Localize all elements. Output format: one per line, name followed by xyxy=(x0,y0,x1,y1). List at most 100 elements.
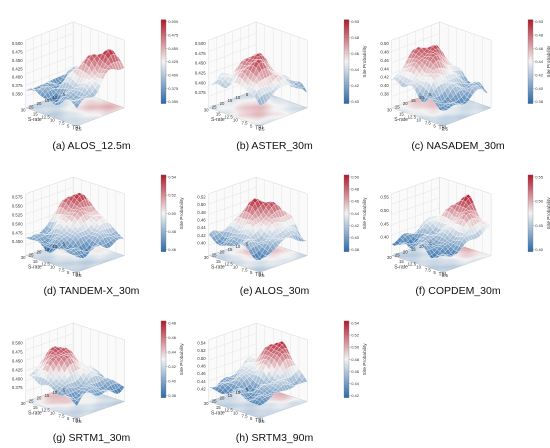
floor-cell-c xyxy=(411,107,417,110)
floor-cell-b xyxy=(274,108,281,111)
floor-cell-e xyxy=(293,255,300,258)
floor-cell-g xyxy=(100,403,106,406)
floor-cell-g xyxy=(79,414,85,417)
floor-cell-e xyxy=(271,255,278,258)
floor-cell-f xyxy=(447,258,453,261)
floor-cell-d xyxy=(113,254,119,257)
floor-cell-c xyxy=(437,118,443,121)
floor-cell-d xyxy=(110,251,116,254)
floor-cell-g xyxy=(45,407,52,409)
y-tick-label-d: 5 xyxy=(67,270,70,275)
floor-cell-f xyxy=(428,261,434,263)
y-tick-label-a: 10 xyxy=(50,117,55,122)
floor-cell-f xyxy=(458,256,464,259)
floor-cell-c xyxy=(416,107,423,110)
colorbar-tick-label-d: 0.54 xyxy=(168,174,177,179)
floor-cell-g xyxy=(44,394,50,397)
floor-cell-c xyxy=(440,119,446,122)
floor-cell-d xyxy=(108,258,114,261)
floor-cell-a xyxy=(54,116,60,119)
floor-cell-a xyxy=(78,109,84,112)
floor-cell-e xyxy=(227,250,233,252)
floor-cell-f xyxy=(450,264,457,267)
floor-cell-b xyxy=(239,113,246,116)
x-tick-label-a: 25 xyxy=(29,104,34,109)
floor-cell-g xyxy=(55,397,61,400)
floor-cell-d xyxy=(105,259,112,262)
floor-cell-a xyxy=(80,106,87,109)
floor-cell-c xyxy=(443,122,449,125)
floor-cell-f xyxy=(437,267,443,270)
floor-cell-c xyxy=(468,104,475,107)
floor-cell-b xyxy=(279,98,285,101)
y-tick-label-c: 2.5 xyxy=(442,126,449,131)
floor-cell-b xyxy=(219,104,225,107)
floor-cell-b xyxy=(247,112,254,115)
floor-cell-a xyxy=(102,110,109,113)
floor-cell-c xyxy=(416,103,422,106)
floor-cell-c xyxy=(447,108,453,111)
x-tick-label-d: 30 xyxy=(21,255,26,260)
floor-cell-c xyxy=(480,108,486,111)
floor-cell-a xyxy=(116,105,122,108)
x-tick-label-a: 30 xyxy=(21,107,26,112)
x-tick-label-f: 10 xyxy=(419,244,424,249)
floor-cell-b xyxy=(241,102,247,105)
floor-cell-g xyxy=(92,408,98,410)
floor-cell-g xyxy=(42,404,48,407)
x-axis-label-a: S-rate xyxy=(28,117,42,123)
floor-cell-d xyxy=(44,255,51,258)
floor-cell-d xyxy=(52,252,59,255)
floor-cell-a xyxy=(42,108,48,111)
floor-cell-d xyxy=(36,252,42,255)
floor-cell-e xyxy=(247,258,253,261)
floor-cell-b xyxy=(236,112,243,115)
floor-cell-g xyxy=(31,400,37,403)
floor-cell-b xyxy=(274,106,280,109)
floor-cell-f xyxy=(439,264,446,267)
floor-cell-f xyxy=(457,252,464,255)
floor-cell-e xyxy=(264,267,271,270)
floor-cell-c xyxy=(405,109,412,112)
floor-cell-d xyxy=(50,259,57,262)
floor-cell-b xyxy=(266,111,273,114)
floor-cell-g xyxy=(91,400,97,403)
floor-cell-f xyxy=(403,256,409,259)
floor-cell-e xyxy=(225,254,231,257)
floor-cell-g xyxy=(73,414,80,417)
floor-cell-f xyxy=(439,262,446,265)
colorbar-ramp-d xyxy=(160,174,167,252)
floor-cell-b xyxy=(230,108,237,111)
floor-cell-b xyxy=(288,107,294,110)
floor-cell-a xyxy=(92,112,98,115)
floor-cell-e xyxy=(239,262,246,265)
floor-cell-f xyxy=(471,251,478,254)
floor-cell-e xyxy=(247,262,254,264)
floor-cell-g xyxy=(52,395,58,397)
floor-cell-g xyxy=(86,402,92,405)
floor-cell-g xyxy=(66,399,73,402)
floor-cell-a xyxy=(93,101,100,104)
floor-cell-e xyxy=(241,252,247,255)
floor-cell-d xyxy=(73,268,80,271)
floor-cell-g xyxy=(55,399,62,402)
floor-cell-a xyxy=(86,106,92,109)
floor-cell-b xyxy=(268,100,274,103)
floor-cell-g xyxy=(92,409,99,412)
colorbar-tick-label-g: 0.44 xyxy=(168,350,177,355)
floor-cell-b xyxy=(273,98,280,101)
floor-cell-a xyxy=(73,115,79,118)
caption-g: (g) SRTM1_30m xyxy=(52,432,131,444)
floor-cell-a xyxy=(58,104,64,107)
x-tick-label-c: 30 xyxy=(387,107,392,112)
floor-cell-g xyxy=(76,411,82,414)
floor-cell-a xyxy=(83,111,90,114)
floor-cell-e xyxy=(250,264,257,267)
floor-cell-a xyxy=(110,107,117,110)
floor-cell-e xyxy=(261,261,267,263)
floor-cell-b xyxy=(294,109,300,112)
floor-cell-g xyxy=(78,407,84,409)
floor-cell-f xyxy=(461,261,467,263)
